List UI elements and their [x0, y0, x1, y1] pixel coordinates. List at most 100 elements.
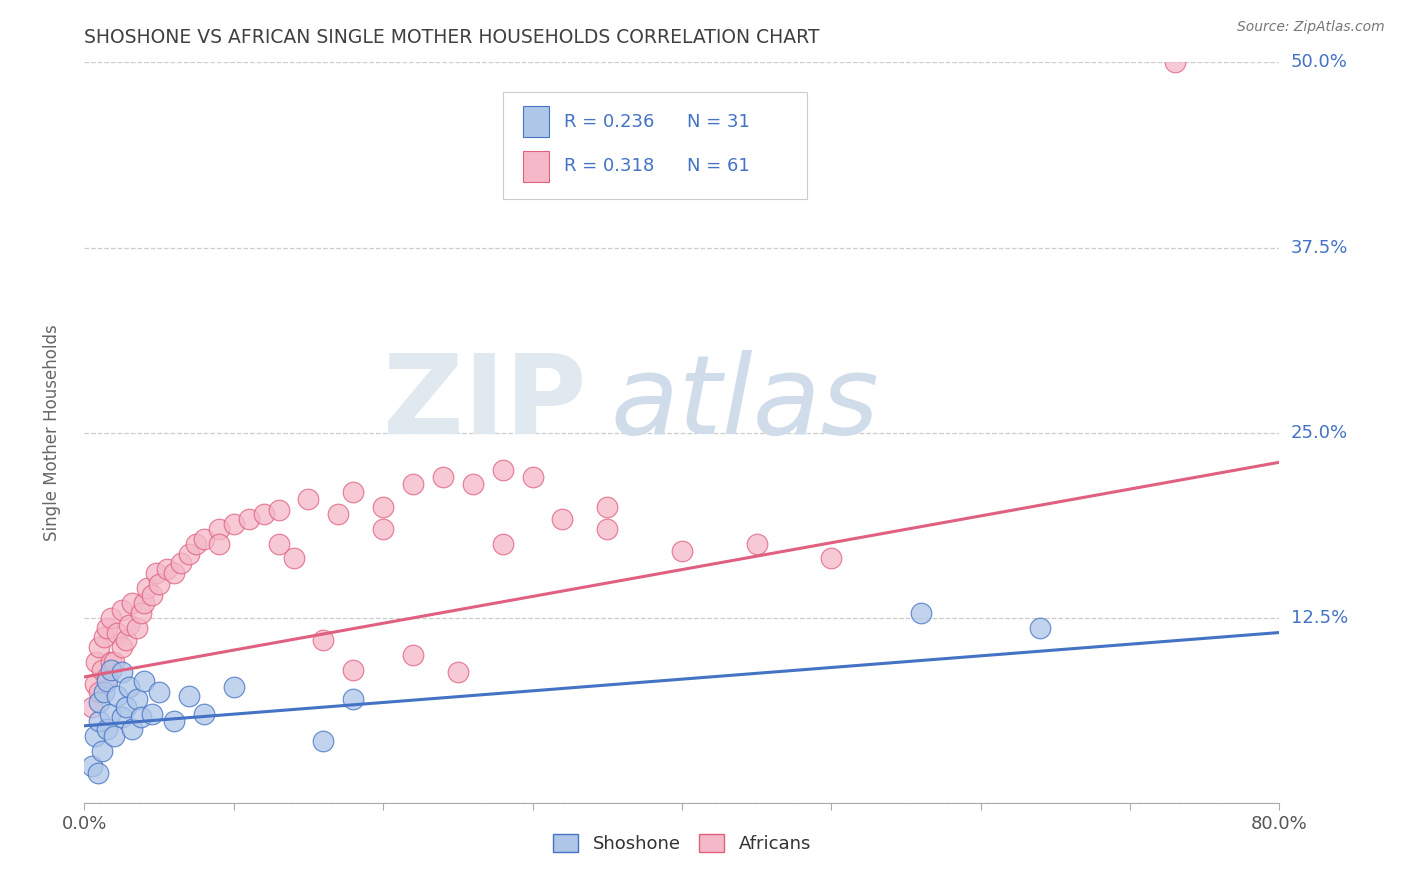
Point: [1164, 55, 1187, 70]
Point: [121, 596, 143, 610]
Point: [111, 665, 134, 680]
Point: [238, 511, 260, 525]
Point: [148, 576, 170, 591]
Point: [432, 470, 454, 484]
Point: [87, 766, 110, 780]
Point: [402, 477, 425, 491]
Text: R = 0.318: R = 0.318: [564, 157, 654, 175]
Text: 25.0%: 25.0%: [1291, 424, 1348, 442]
Point: [148, 685, 170, 699]
Point: [193, 706, 215, 721]
Point: [96, 722, 118, 736]
Point: [671, 544, 693, 558]
Point: [103, 729, 125, 743]
Point: [100, 655, 122, 669]
Point: [91, 744, 114, 758]
Point: [222, 517, 245, 532]
Point: [93, 630, 115, 644]
Point: [111, 640, 134, 655]
Point: [253, 507, 276, 521]
Point: [402, 648, 425, 662]
Point: [373, 522, 395, 536]
Point: [111, 603, 134, 617]
FancyBboxPatch shape: [523, 106, 550, 137]
Text: 50.0%: 50.0%: [1291, 54, 1347, 71]
Point: [115, 699, 138, 714]
Point: [105, 689, 128, 703]
Point: [492, 462, 515, 476]
Point: [100, 663, 122, 677]
Point: [100, 610, 122, 624]
Point: [115, 632, 138, 647]
Point: [222, 681, 245, 695]
Text: ZIP: ZIP: [382, 350, 586, 457]
Point: [596, 500, 619, 514]
Text: Source: ZipAtlas.com: Source: ZipAtlas.com: [1237, 20, 1385, 34]
Point: [373, 500, 395, 514]
Point: [86, 655, 108, 669]
Point: [118, 681, 141, 695]
Point: [492, 536, 515, 550]
Point: [118, 618, 141, 632]
FancyBboxPatch shape: [523, 151, 550, 182]
Point: [141, 706, 163, 721]
Text: N = 31: N = 31: [686, 112, 749, 130]
Point: [80, 699, 103, 714]
Point: [208, 522, 231, 536]
Point: [297, 492, 319, 507]
Point: [447, 665, 470, 680]
Point: [98, 706, 121, 721]
Text: 37.5%: 37.5%: [1291, 238, 1348, 257]
Point: [83, 729, 105, 743]
Point: [129, 710, 152, 724]
Point: [551, 511, 574, 525]
Point: [342, 484, 364, 499]
Text: N = 61: N = 61: [686, 157, 749, 175]
Point: [342, 663, 364, 677]
Point: [193, 533, 215, 547]
Text: SHOSHONE VS AFRICAN SINGLE MOTHER HOUSEHOLDS CORRELATION CHART: SHOSHONE VS AFRICAN SINGLE MOTHER HOUSEH…: [84, 28, 820, 47]
Point: [91, 663, 114, 677]
Point: [136, 581, 159, 595]
Point: [125, 621, 148, 635]
Text: 12.5%: 12.5%: [1291, 608, 1348, 627]
Point: [267, 502, 290, 516]
Point: [125, 692, 148, 706]
Point: [170, 556, 193, 570]
Point: [820, 551, 842, 566]
Point: [111, 710, 134, 724]
Point: [177, 547, 200, 561]
Point: [96, 674, 118, 689]
Point: [89, 714, 111, 729]
Point: [283, 551, 305, 566]
Point: [80, 758, 103, 772]
Y-axis label: Single Mother Households: Single Mother Households: [42, 325, 60, 541]
Point: [177, 689, 200, 703]
Point: [186, 536, 208, 550]
Point: [342, 692, 364, 706]
Point: [89, 695, 111, 709]
Point: [745, 536, 768, 550]
Point: [105, 625, 128, 640]
Point: [96, 670, 118, 684]
Point: [163, 714, 186, 729]
Point: [522, 470, 544, 484]
Point: [155, 562, 177, 576]
Point: [121, 722, 143, 736]
Point: [145, 566, 167, 581]
Text: R = 0.236: R = 0.236: [564, 112, 654, 130]
Point: [132, 596, 156, 610]
Point: [103, 655, 125, 669]
Text: atlas: atlas: [610, 350, 879, 457]
Point: [163, 566, 186, 581]
Point: [461, 477, 484, 491]
Point: [89, 685, 111, 699]
Point: [596, 522, 619, 536]
Point: [93, 685, 115, 699]
Point: [208, 536, 231, 550]
Point: [267, 536, 290, 550]
Point: [132, 674, 156, 689]
FancyBboxPatch shape: [503, 92, 807, 200]
Point: [328, 507, 350, 521]
Point: [83, 677, 105, 691]
